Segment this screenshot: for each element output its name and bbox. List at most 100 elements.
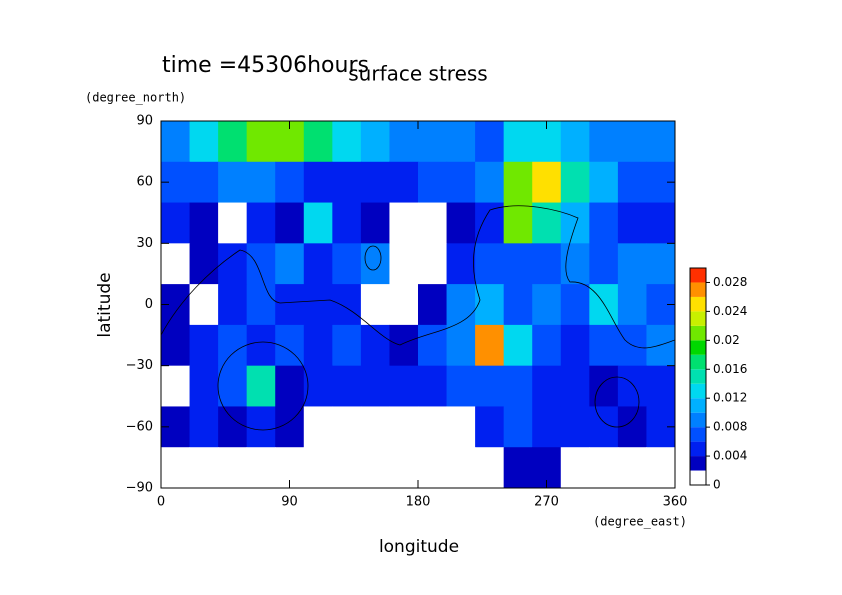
colorbar-tick-label: 0.02 xyxy=(713,333,740,347)
contour-cell xyxy=(275,243,305,285)
colorbar-band xyxy=(690,412,706,428)
contour-cell xyxy=(189,284,219,326)
contour-cell xyxy=(303,202,333,244)
contour-cell xyxy=(218,121,248,163)
contour-cell xyxy=(418,406,448,448)
y-tick-label: 60 xyxy=(136,175,153,190)
contour-cell xyxy=(303,324,333,367)
colorbar-band xyxy=(690,369,706,384)
contour-cell xyxy=(475,406,505,448)
contour-cell xyxy=(218,324,248,367)
contour-cell xyxy=(332,365,362,407)
contour-cell xyxy=(532,202,562,244)
contour-cell xyxy=(218,161,248,204)
colorbar-tick-label: 0.028 xyxy=(713,275,747,289)
contour-cell xyxy=(332,324,362,367)
contour-cell xyxy=(389,121,419,163)
contour-cell xyxy=(246,243,276,285)
contour-cell xyxy=(389,284,419,326)
contour-cell xyxy=(532,365,562,407)
contour-cell xyxy=(446,202,476,244)
contour-cell xyxy=(617,121,647,163)
contour-cell xyxy=(303,447,333,488)
contour-cell xyxy=(360,161,390,204)
contour-cell xyxy=(475,121,505,163)
contour-cell xyxy=(389,243,419,285)
contour-cell xyxy=(189,121,219,163)
contour-cell xyxy=(189,447,219,488)
colorbar-frame xyxy=(689,267,707,486)
contour-cell xyxy=(560,161,590,204)
contour-cell xyxy=(246,284,276,326)
contour-cell xyxy=(446,365,476,407)
contour-cell xyxy=(503,324,533,367)
contour-cell xyxy=(475,365,505,407)
contour-cell xyxy=(161,447,191,488)
colorbar-band xyxy=(690,456,706,471)
contour-cell xyxy=(246,447,276,488)
colorbar-band xyxy=(690,354,706,370)
colorbar-tick-label: 0.012 xyxy=(713,391,747,405)
contour-cell xyxy=(161,243,191,285)
contour-cell xyxy=(560,365,590,407)
contour-cell xyxy=(646,447,675,488)
contour-cell xyxy=(475,202,505,244)
contour-cell xyxy=(532,324,562,367)
contour-cell xyxy=(246,202,276,244)
contour-cell xyxy=(161,365,191,407)
colorbar-band xyxy=(690,340,706,355)
y-tick-label: 30 xyxy=(136,236,153,251)
contour-cell xyxy=(332,447,362,488)
contour-cell xyxy=(218,406,248,448)
contour-cell xyxy=(360,202,390,244)
contour-cell xyxy=(389,324,419,367)
contour-cell xyxy=(189,365,219,407)
contour-cell xyxy=(503,202,533,244)
contour-cell xyxy=(532,284,562,326)
contour-cell xyxy=(218,243,248,285)
contour-cell xyxy=(475,447,505,488)
colorbar-tick-label: 0.008 xyxy=(713,420,747,434)
contour-cell xyxy=(303,121,333,163)
contour-cell xyxy=(532,243,562,285)
contour-cell xyxy=(418,284,448,326)
contour-cell xyxy=(617,447,647,488)
contour-cell xyxy=(446,406,476,448)
colorbar-tick-label: 0.024 xyxy=(713,304,747,318)
contour-cell xyxy=(189,161,219,204)
contour-cell xyxy=(503,243,533,285)
colorbar-band xyxy=(690,470,706,485)
contour-cell xyxy=(446,161,476,204)
contour-cell xyxy=(218,447,248,488)
contour-cell xyxy=(646,243,675,285)
y-tick-label: −60 xyxy=(126,419,153,434)
contour-cell xyxy=(218,284,248,326)
contour-cell xyxy=(161,324,191,367)
y-unit: (degree_north) xyxy=(85,91,186,105)
contour-cell xyxy=(246,406,276,448)
x-tick-label: 360 xyxy=(663,495,688,510)
contour-cell xyxy=(389,447,419,488)
contour-cell xyxy=(617,161,647,204)
colorbar-band xyxy=(690,398,706,413)
contour-cell xyxy=(589,121,619,163)
contour-cell xyxy=(218,365,248,407)
contour-cell xyxy=(418,243,448,285)
contour-cell xyxy=(446,121,476,163)
contour-cell xyxy=(532,406,562,448)
y-axis-label: latitude xyxy=(95,272,115,337)
contour-cell xyxy=(418,365,448,407)
x-tick-label: 90 xyxy=(281,495,298,510)
contour-cell xyxy=(503,284,533,326)
contour-cell xyxy=(332,243,362,285)
contour-cell xyxy=(589,243,619,285)
contour-cell xyxy=(360,447,390,488)
contour-cell xyxy=(646,202,675,244)
contour-cell xyxy=(246,121,276,163)
contour-cell xyxy=(360,365,390,407)
contour-cell xyxy=(303,365,333,407)
colorbar-tick-label: 0.016 xyxy=(713,362,747,376)
contour-cell xyxy=(418,161,448,204)
contour-cell xyxy=(589,202,619,244)
